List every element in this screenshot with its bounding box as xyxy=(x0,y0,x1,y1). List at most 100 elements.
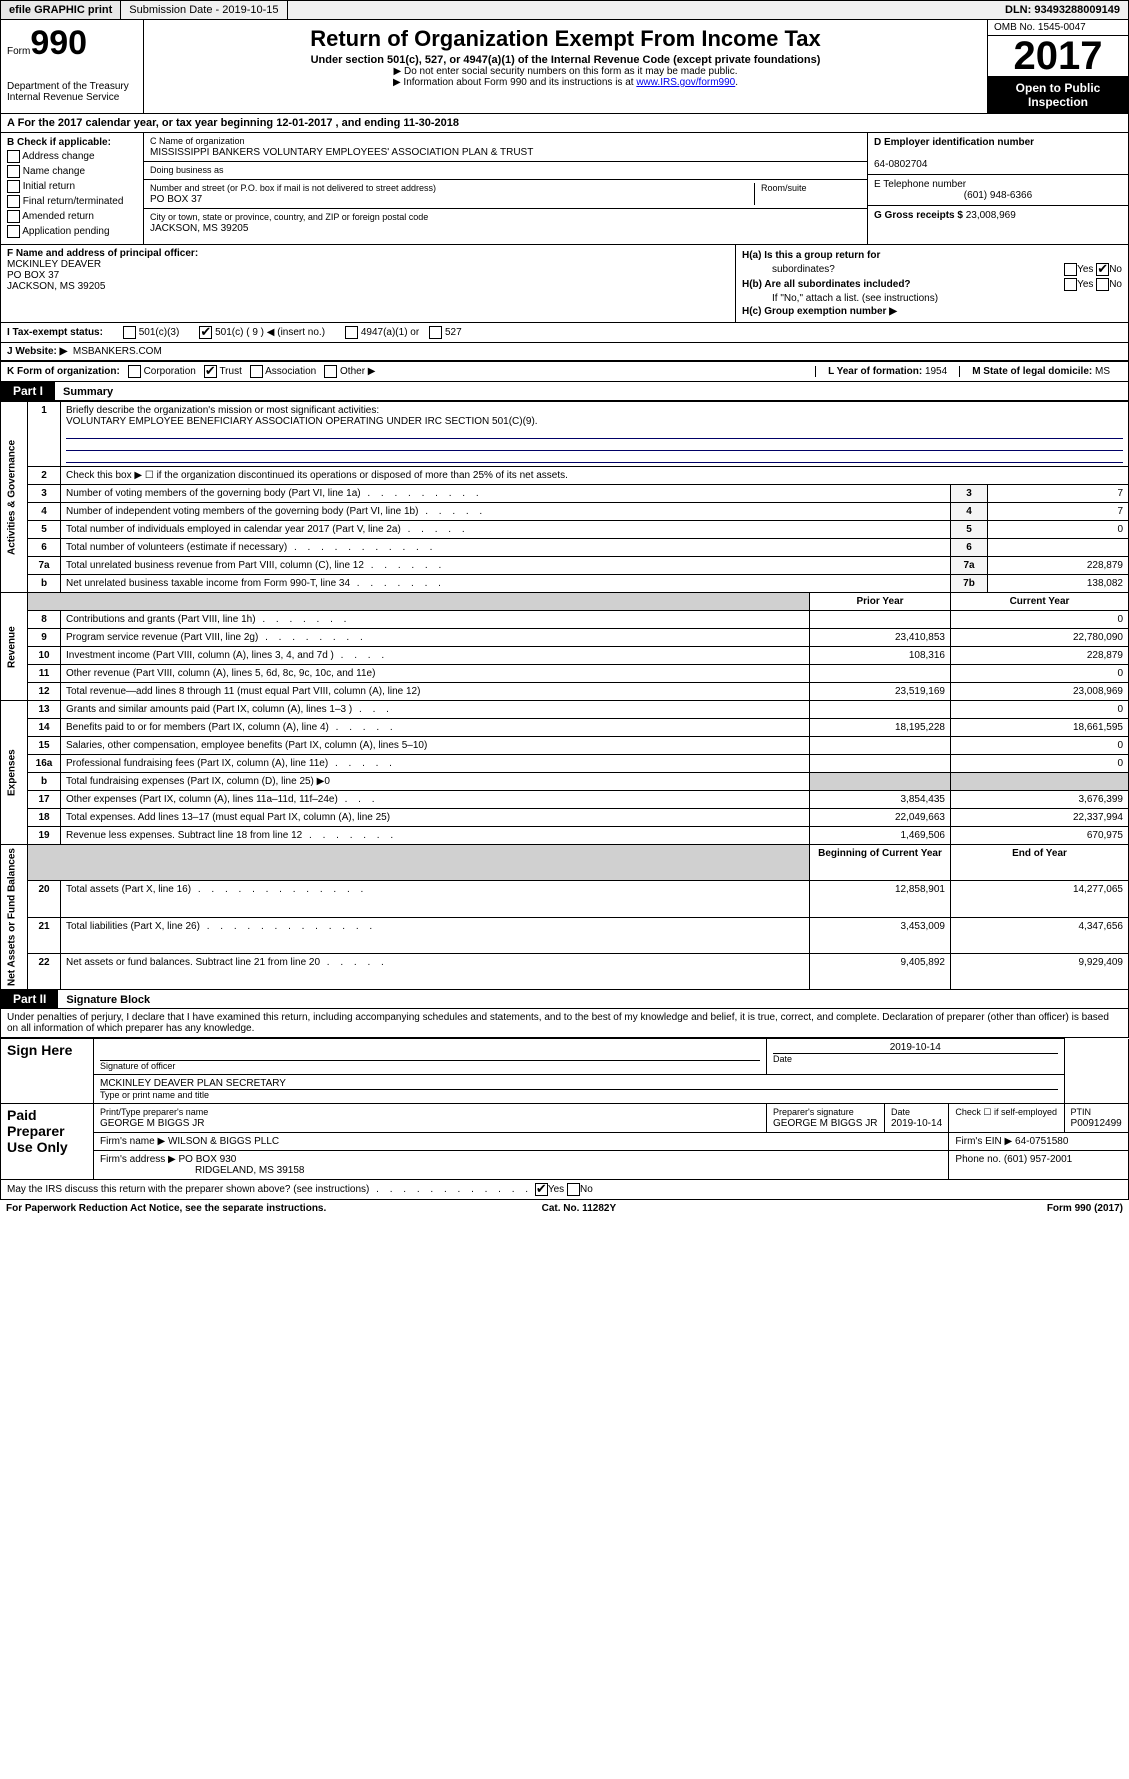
firm-addr: PO BOX 930 xyxy=(179,1154,237,1165)
line-17: Other expenses (Part IX, column (A), lin… xyxy=(66,794,338,805)
part2-header: Part II xyxy=(1,990,58,1008)
chk-namechange[interactable]: Name change xyxy=(7,165,137,178)
phone-label: E Telephone number xyxy=(874,179,966,190)
Ha-label: H(a) Is this a group return for xyxy=(742,250,880,261)
chk-501c[interactable] xyxy=(199,326,212,339)
val-5: 0 xyxy=(988,521,1129,539)
phone-label2: Phone no. xyxy=(955,1154,1001,1165)
officer-label: F Name and address of principal officer: xyxy=(7,248,198,259)
signature-table: Sign Here Signature of officer 2019-10-1… xyxy=(0,1038,1129,1200)
Hb-label: H(b) Are all subordinates included? xyxy=(742,279,911,290)
p-11 xyxy=(810,665,951,683)
col-prior: Prior Year xyxy=(810,593,951,611)
paid-preparer: Paid Preparer Use Only xyxy=(1,1104,94,1180)
firm-label: Firm's name ▶ xyxy=(100,1136,165,1147)
chk-corp[interactable] xyxy=(128,365,141,378)
efile-print-button[interactable]: efile GRAPHIC print xyxy=(1,1,121,19)
p-21: 3,453,009 xyxy=(810,917,951,953)
city-label: City or town, state or province, country… xyxy=(150,212,428,222)
prep-self: Check ☐ if self-employed xyxy=(955,1107,1057,1117)
chk-final[interactable]: Final return/terminated xyxy=(7,195,137,208)
irs: Internal Revenue Service xyxy=(7,92,137,103)
chk-527[interactable] xyxy=(429,326,442,339)
form-subtitle: Under section 501(c), 527, or 4947(a)(1)… xyxy=(152,54,979,66)
section-J: J Website: ▶ MSBANKERS.COM xyxy=(0,343,1129,361)
Ha-no[interactable] xyxy=(1096,263,1109,276)
line-21: Total liabilities (Part X, line 26) xyxy=(66,921,200,932)
chk-4947[interactable] xyxy=(345,326,358,339)
form-number: 990 xyxy=(30,24,87,62)
p-18: 22,049,663 xyxy=(810,809,951,827)
c-22: 9,929,409 xyxy=(951,953,1129,989)
p-17: 3,854,435 xyxy=(810,791,951,809)
discuss-yes[interactable] xyxy=(535,1183,548,1196)
sig-officer-label: Signature of officer xyxy=(100,1060,760,1071)
sig-name: MCKINLEY DEAVER PLAN SECRETARY xyxy=(100,1078,1058,1089)
form-word: Form xyxy=(7,46,30,57)
year-formation: 1954 xyxy=(925,366,947,377)
col-beg: Beginning of Current Year xyxy=(810,845,951,881)
p-22: 9,405,892 xyxy=(810,953,951,989)
part1-title: Summary xyxy=(55,386,113,398)
section-C: C Name of organizationMISSISSIPPI BANKER… xyxy=(144,133,867,244)
chk-initial[interactable]: Initial return xyxy=(7,180,137,193)
p-10: 108,316 xyxy=(810,647,951,665)
year-formation-label: L Year of formation: xyxy=(828,366,922,377)
section-KLM: K Form of organization: Corporation Trus… xyxy=(0,361,1129,382)
c-11: 0 xyxy=(951,665,1129,683)
p-14: 18,195,228 xyxy=(810,719,951,737)
val-7a: 228,879 xyxy=(988,557,1129,575)
col-current: Current Year xyxy=(951,593,1129,611)
line-5: Total number of individuals employed in … xyxy=(66,524,401,535)
domicile-label: M State of legal domicile: xyxy=(972,366,1092,377)
paperwork: For Paperwork Reduction Act Notice, see … xyxy=(6,1203,326,1214)
room-label: Room/suite xyxy=(761,183,807,193)
firm-name: WILSON & BIGGS PLLC xyxy=(168,1136,279,1147)
line-3: Number of voting members of the governin… xyxy=(66,488,361,499)
prep-ptin: P00912499 xyxy=(1071,1118,1122,1129)
Ha-yes[interactable] xyxy=(1064,263,1077,276)
prep-name-label: Print/Type preparer's name xyxy=(100,1107,208,1117)
side-activities: Activities & Governance xyxy=(1,402,28,593)
Hb-yes[interactable] xyxy=(1064,278,1077,291)
line-7b: Net unrelated business taxable income fr… xyxy=(66,578,350,589)
section-B: B Check if applicable: Address change Na… xyxy=(1,133,144,244)
side-netassets: Net Assets or Fund Balances xyxy=(1,845,28,990)
chk-other[interactable] xyxy=(324,365,337,378)
c-14: 18,661,595 xyxy=(951,719,1129,737)
line-4: Number of independent voting members of … xyxy=(66,506,418,517)
chk-amended[interactable]: Amended return xyxy=(7,210,137,223)
gross-label: G Gross receipts $ xyxy=(874,210,963,221)
submission-date: Submission Date - 2019-10-15 xyxy=(121,1,287,19)
org-name: MISSISSIPPI BANKERS VOLUNTARY EMPLOYEES'… xyxy=(150,147,533,158)
dln: DLN: 93493288009149 xyxy=(997,1,1128,19)
line-15: Salaries, other compensation, employee b… xyxy=(66,740,427,751)
sig-date: 2019-10-14 xyxy=(773,1042,1058,1053)
firm-phone: (601) 957-2001 xyxy=(1004,1154,1072,1165)
sign-here: Sign Here xyxy=(1,1039,94,1104)
side-expenses: Expenses xyxy=(1,701,28,845)
discuss-no[interactable] xyxy=(567,1183,580,1196)
sig-date-label: Date xyxy=(773,1053,1058,1064)
c-21: 4,347,656 xyxy=(951,917,1129,953)
org-name-label: C Name of organization xyxy=(150,136,245,146)
website: MSBANKERS.COM xyxy=(73,346,162,357)
section-BCD: B Check if applicable: Address change Na… xyxy=(0,133,1129,245)
form990-link[interactable]: www.IRS.gov/form990 xyxy=(636,77,735,88)
val-4: 7 xyxy=(988,503,1129,521)
line-13: Grants and similar amounts paid (Part IX… xyxy=(66,704,352,715)
section-I: I Tax-exempt status: 501(c)(3) 501(c) ( … xyxy=(0,323,1129,343)
Hb-no[interactable] xyxy=(1096,278,1109,291)
dba-label: Doing business as xyxy=(150,165,224,175)
chk-pending[interactable]: Application pending xyxy=(7,225,137,238)
chk-501c3[interactable] xyxy=(123,326,136,339)
phone: (601) 948-6366 xyxy=(874,190,1122,201)
line-22: Net assets or fund balances. Subtract li… xyxy=(66,957,320,968)
chk-assoc[interactable] xyxy=(250,365,263,378)
website-label: J Website: ▶ xyxy=(7,346,67,357)
chk-trust[interactable] xyxy=(204,365,217,378)
firm-city: RIDGELAND, MS 39158 xyxy=(195,1165,305,1176)
gross: 23,008,969 xyxy=(966,210,1016,221)
chk-address[interactable]: Address change xyxy=(7,150,137,163)
prep-date: 2019-10-14 xyxy=(891,1118,942,1129)
